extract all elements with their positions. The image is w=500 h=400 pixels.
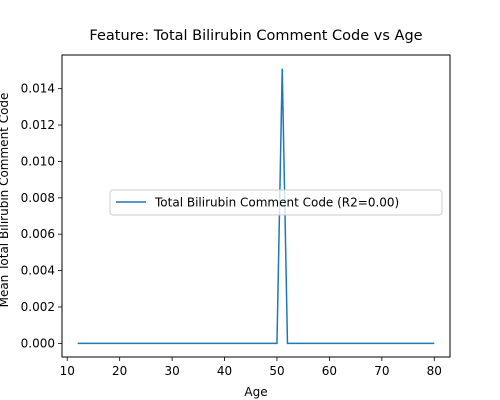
legend: Total Bilirubin Comment Code (R2=0.00) (109, 189, 443, 216)
y-tick-label: 0.014 (21, 82, 55, 96)
x-tick-label: 50 (269, 364, 284, 378)
plot-area (61, 54, 451, 358)
x-tick-label: 30 (164, 364, 179, 378)
x-tick-label: 80 (427, 364, 442, 378)
chart-title: Feature: Total Bilirubin Comment Code vs… (89, 28, 422, 44)
y-tick-label: 0.010 (21, 154, 55, 168)
x-tick-label: 60 (322, 364, 337, 378)
y-tick-label: 0.006 (21, 227, 55, 241)
y-tick-label: 0.002 (21, 300, 55, 314)
legend-box (109, 189, 443, 216)
legend-label: Total Bilirubin Comment Code (R2=0.00) (154, 196, 399, 210)
axes-frame (61, 54, 451, 358)
y-tick-label: 0.004 (21, 264, 55, 278)
y-axis: 0.000 0.002 0.004 0.006 0.008 0.010 0.012 0.014 (21, 82, 62, 350)
x-tick-label: 10 (60, 364, 75, 378)
x-tick-label: 20 (112, 364, 127, 378)
x-tick-label: 40 (217, 364, 232, 378)
x-tick-label: 70 (374, 364, 389, 378)
x-axis: 10 20 30 40 50 60 70 80 (60, 357, 442, 378)
series-layer (77, 68, 435, 345)
series-line-0 (77, 68, 435, 345)
x-axis-label: Age (244, 385, 267, 399)
y-tick-label: 0.012 (21, 118, 55, 132)
y-tick-label: 0.008 (21, 191, 55, 205)
y-axis-label: Mean Total Bilirubin Comment Code (0, 93, 11, 308)
y-tick-label: 0.000 (21, 336, 55, 350)
